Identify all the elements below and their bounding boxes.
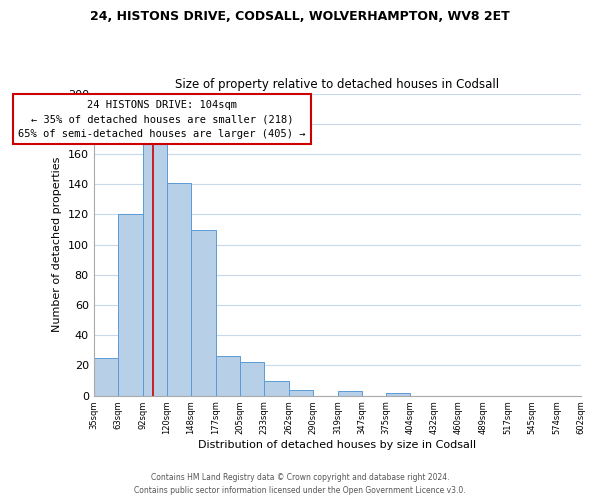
Text: 24 HISTONS DRIVE: 104sqm
← 35% of detached houses are smaller (218)
65% of semi-: 24 HISTONS DRIVE: 104sqm ← 35% of detach…	[18, 100, 305, 139]
Bar	[143, 142, 167, 396]
Text: Contains HM Land Registry data © Crown copyright and database right 2024.
Contai: Contains HM Land Registry data © Crown c…	[134, 473, 466, 495]
Bar	[239, 362, 263, 396]
Bar	[263, 380, 289, 396]
Bar	[581, 392, 600, 396]
Bar	[386, 392, 410, 396]
Bar	[215, 356, 239, 396]
Bar	[94, 358, 118, 396]
Y-axis label: Number of detached properties: Number of detached properties	[52, 157, 62, 332]
Title: Size of property relative to detached houses in Codsall: Size of property relative to detached ho…	[175, 78, 499, 91]
Bar	[338, 391, 362, 396]
Bar	[118, 214, 143, 396]
Bar	[167, 182, 191, 396]
X-axis label: Distribution of detached houses by size in Codsall: Distribution of detached houses by size …	[198, 440, 476, 450]
Text: 24, HISTONS DRIVE, CODSALL, WOLVERHAMPTON, WV8 2ET: 24, HISTONS DRIVE, CODSALL, WOLVERHAMPTO…	[90, 10, 510, 23]
Bar	[289, 390, 313, 396]
Bar	[191, 230, 215, 396]
